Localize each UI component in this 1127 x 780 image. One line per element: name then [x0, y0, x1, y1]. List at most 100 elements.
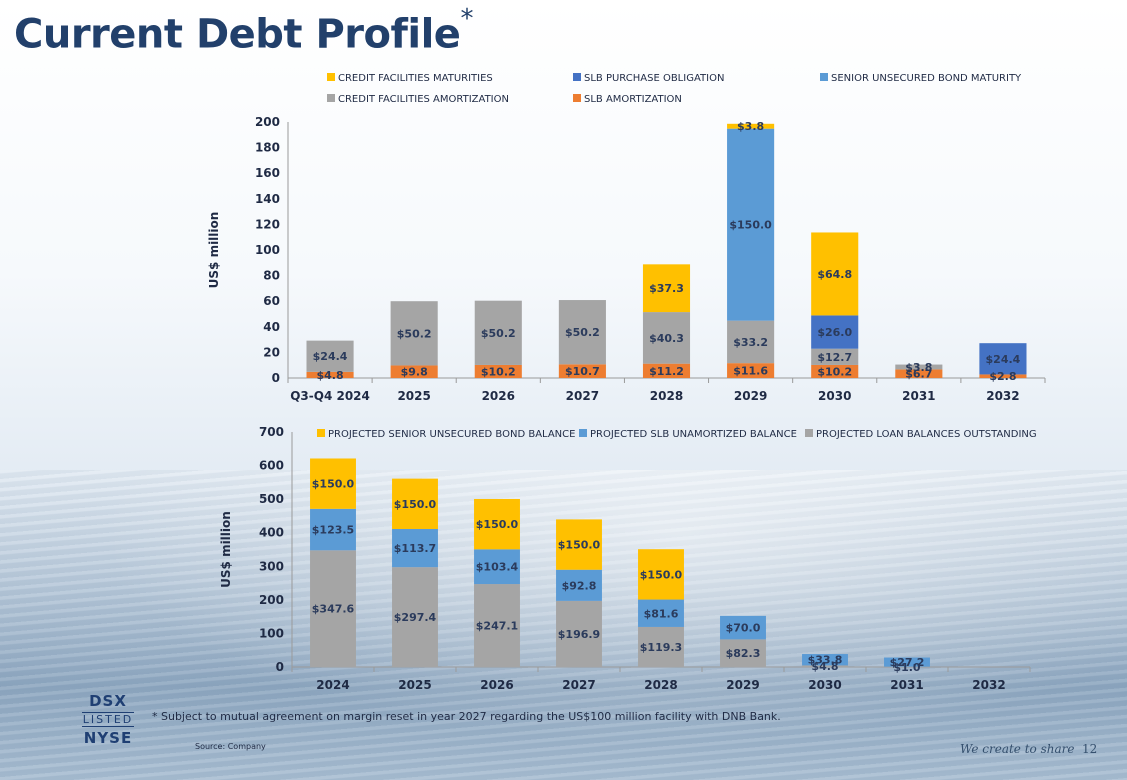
chart1-x-tick-label: 2030	[818, 389, 851, 403]
chart1-legend-label: SLB PURCHASE OBLIGATION	[584, 73, 724, 84]
chart1-bar-credit-facilities-amortization-4	[642, 312, 691, 364]
chart2-data-label: $70.0	[726, 622, 761, 635]
chart1-data-label: $33.2	[733, 336, 768, 349]
chart1-x-tick-label: 2026	[482, 389, 515, 403]
chart2-legend-label: PROJECTED LOAN BALANCES OUTSTANDING	[816, 429, 1037, 440]
chart2-data-label: $150.0	[312, 478, 355, 491]
page-number: 12	[1082, 742, 1098, 756]
chart1-bar-slb-amortization-3	[558, 364, 606, 378]
chart1-data-label: $26.0	[817, 326, 852, 339]
chart1-data-label: $3.8	[905, 361, 932, 374]
chart2-y-tick-label: 700	[259, 425, 284, 439]
chart1-x-tick-label: 2025	[397, 389, 430, 403]
chart1-legend-swatch	[327, 94, 335, 102]
chart1-bar-slb-amortization-8	[979, 374, 1027, 378]
chart2-x-tick-label: 2026	[480, 678, 513, 692]
chart1-bar-slb-amortization-0	[306, 371, 354, 378]
chart2-bar-projected-loan-balances-outstanding-2	[474, 584, 520, 667]
chart2-bar-projected-senior-unsecured-bond-balance-3	[556, 519, 602, 570]
slogan: We create to share	[960, 742, 1075, 756]
chart1-data-label: $11.6	[733, 365, 768, 378]
chart2-legend-swatch	[579, 429, 587, 437]
chart1-y-tick-label: 40	[263, 320, 280, 334]
chart2-data-label: $81.6	[644, 607, 679, 620]
chart1-y-tick-label: 120	[255, 217, 280, 231]
chart2-bar-projected-slb-unamortized-balance-4	[638, 599, 684, 627]
chart1-legend-swatch	[327, 73, 335, 81]
chart1-y-tick-label: 60	[263, 294, 280, 308]
chart2-bar-projected-loan-balances-outstanding-0	[310, 550, 356, 667]
chart2-legend-label: PROJECTED SENIOR UNSECURED BOND BALANCE	[328, 429, 575, 440]
chart1-y-tick-label: 180	[255, 141, 280, 155]
chart1-legend-swatch	[573, 94, 581, 102]
chart2-y-tick-label: 100	[259, 626, 284, 640]
chart2-bar-projected-senior-unsecured-bond-balance-0	[310, 458, 356, 509]
chart2-x-tick-label: 2032	[972, 678, 1005, 692]
chart1-bar-credit-facilities-maturities-4	[642, 264, 691, 313]
chart1-x-tick-label: 2032	[986, 389, 1019, 403]
chart1-data-label: $12.7	[817, 351, 852, 364]
chart1-data-label: $50.2	[397, 327, 432, 340]
chart1-bar-slb-amortization-1	[390, 365, 438, 378]
chart2-x-tick-label: 2030	[808, 678, 841, 692]
chart1-data-label: $10.2	[817, 365, 852, 378]
chart2-legend-swatch	[317, 429, 325, 437]
chart2-y-tick-label: 400	[259, 526, 284, 540]
chart2-legend-label: PROJECTED SLB UNAMORTIZED BALANCE	[590, 429, 797, 440]
chart2-bar-projected-slb-unamortized-balance-7	[884, 657, 930, 667]
chart2-data-label: $150.0	[394, 498, 437, 511]
chart1-x-tick-label: 2029	[734, 389, 767, 403]
chart2-data-label: $27.2	[890, 656, 925, 669]
chart1-legend-label: SENIOR UNSECURED BOND MATURITY	[831, 73, 1022, 84]
chart2-data-label: $33.8	[808, 654, 843, 667]
chart2-data-label: $150.0	[476, 518, 519, 531]
chart2-data-label: $1.0	[893, 661, 920, 674]
chart2-y-axis-label: US$ million	[219, 511, 233, 588]
chart1-data-label: $9.8	[401, 366, 428, 379]
chart2-data-label: $82.3	[726, 647, 761, 660]
chart1-y-tick-label: 200	[255, 115, 280, 129]
chart1-data-label: $24.4	[313, 350, 348, 363]
chart1-data-label: $150.0	[729, 219, 772, 232]
chart2-data-label: $92.8	[562, 579, 597, 592]
title-asterisk: *	[460, 4, 473, 34]
debt-maturity-chart: US$ million 0 20 40 60 80 100 120 140 160 180 200 $4…	[207, 73, 1046, 403]
chart2-legend-swatch	[805, 429, 813, 437]
chart2-x-tick-label: 2028	[644, 678, 677, 692]
chart1-y-axis-label: US$ million	[207, 212, 221, 289]
chart2-bar-projected-slb-unamortized-balance-1	[392, 528, 438, 568]
chart2-y-tick-label: 0	[276, 660, 284, 674]
chart1-data-label: $50.2	[565, 326, 600, 339]
chart2-x-tick-label: 2024	[316, 678, 349, 692]
chart1-y-tick-label: 20	[263, 345, 280, 359]
page-title: Current Debt Profile*	[14, 4, 473, 57]
chart2-x-tick-label: 2025	[398, 678, 431, 692]
chart2-bar-projected-slb-unamortized-balance-5	[720, 615, 766, 640]
chart1-bar-credit-facilities-maturities-5	[727, 123, 775, 129]
chart2-x-tick-label: 2029	[726, 678, 759, 692]
chart2-data-label: $196.9	[558, 628, 600, 641]
chart2-bar-projected-slb-unamortized-balance-6	[802, 654, 848, 666]
chart2-bar-projected-loan-balances-outstanding-4	[638, 626, 684, 667]
chart1-bar-slb-amortization-5	[727, 363, 775, 378]
chart1-y-tick-label: 140	[255, 192, 280, 206]
chart2-x-tick-label: 2031	[890, 678, 923, 692]
chart1-data-label: $3.8	[737, 120, 764, 133]
chart1-y-tick-label: 100	[255, 243, 280, 257]
source-note: Source: Company	[195, 742, 266, 751]
chart1-bar-slb-amortization-4	[642, 363, 691, 378]
chart1-data-label: $37.3	[649, 282, 684, 295]
chart1-x-tick-label: 2031	[902, 389, 935, 403]
chart1-bar-slb-amortization-2	[474, 364, 522, 378]
chart1-bar-credit-facilities-amortization-1	[390, 301, 438, 366]
chart1-bar-slb-amortization-6	[811, 364, 859, 378]
chart1-data-label: $2.8	[989, 370, 1016, 383]
logo-line-3: NYSE	[83, 729, 133, 747]
chart2-data-label: $150.0	[558, 539, 601, 552]
chart2-bar-projected-loan-balances-outstanding-1	[392, 567, 438, 667]
chart1-data-label: $6.7	[905, 368, 932, 381]
chart2-x-tick-label: 2027	[562, 678, 595, 692]
chart2-data-label: $150.0	[640, 568, 683, 581]
chart2-data-label: $347.6	[312, 603, 355, 616]
projected-balance-chart: US$ million 0 100 200 300 400 500 600 700 $347.6 $…	[219, 425, 1037, 692]
